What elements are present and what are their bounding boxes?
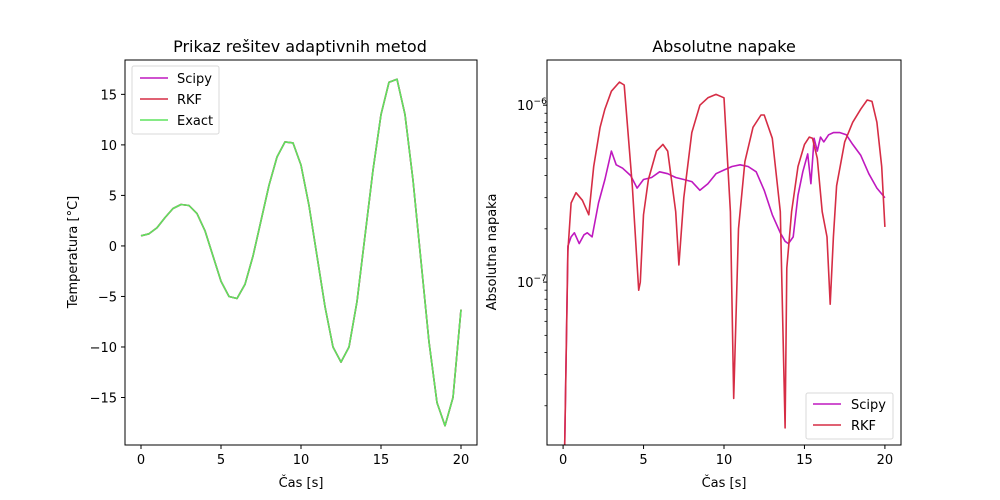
chart1-y-axis: 10−710−6: [517, 97, 547, 407]
chart1-ytick-exponent: −7: [534, 274, 547, 284]
chart1-legend: Scipy RKF: [805, 392, 894, 440]
chart1-legend-label-scipy: Scipy: [851, 398, 886, 413]
chart1-ytick-exponent: −6: [534, 97, 548, 107]
chart0-ytick-label: 15: [100, 88, 117, 103]
chart0-legend-label-scipy: Scipy: [177, 72, 212, 87]
chart0-plot-area: [140, 78, 462, 427]
chart0-ytick-label: −5: [98, 290, 117, 305]
chart1-series-rkf: [563, 81, 886, 446]
chart1-xtick-label: 15: [796, 453, 813, 468]
chart1-xtick-label: 20: [877, 453, 894, 468]
chart1-legend-label-rkf: RKF: [851, 419, 876, 434]
chart1-ytick-base: 10: [517, 99, 534, 114]
chart0-xtick-label: 15: [373, 453, 390, 468]
chart1-title: Absolutne napake: [652, 37, 796, 56]
chart1-ytick-label: 10−6: [517, 97, 547, 114]
chart1-x-axis: 0 5 10 15 20: [559, 445, 893, 468]
chart0-legend: Scipy RKF Exact: [131, 65, 220, 135]
chart0-ytick-label: −10: [90, 341, 117, 356]
chart0-xtick-label: 0: [137, 453, 145, 468]
chart0-ytick-label: 5: [109, 189, 117, 204]
chart0-ytick-label: 10: [100, 139, 117, 154]
chart0-xlabel: Čas [s]: [279, 475, 324, 491]
chart0-x-axis: 0 5 10 15 20: [137, 445, 469, 468]
chart0-series-exact: [140, 78, 462, 427]
chart1-xlabel: Čas [s]: [702, 475, 747, 491]
chart0-title: Prikaz rešitev adaptivnih metod: [173, 37, 427, 56]
chart0-legend-box: [131, 65, 220, 135]
chart-temperature: Prikaz rešitev adaptivnih metod 0 5 10 15 20…: [66, 37, 478, 491]
chart0-y-axis: −15 −10 −5 0 5 10 15: [90, 88, 125, 407]
chart1-plot-area: [563, 81, 886, 446]
chart1-xtick-label: 0: [559, 453, 567, 468]
chart1-ylabel: Absolutna napaka: [485, 194, 500, 311]
chart0-legend-label-rkf: RKF: [177, 93, 202, 108]
chart1-ytick-label: 10−7: [517, 274, 547, 291]
chart0-ytick-label: −15: [90, 392, 117, 407]
chart0-ytick-label: 0: [109, 240, 117, 255]
chart-errors: Absolutne napake 0 5 10 15 20 10−710−6 Čas […: [485, 37, 902, 491]
chart0-xtick-label: 10: [293, 453, 310, 468]
chart1-series-scipy: [563, 131, 886, 446]
chart0-ylabel: Temperatura [°C]: [66, 196, 81, 309]
chart0-legend-label-exact: Exact: [177, 114, 213, 129]
chart0-xtick-label: 20: [453, 453, 470, 468]
chart1-ytick-base: 10: [517, 276, 534, 291]
chart0-xtick-label: 5: [217, 453, 225, 468]
chart1-xtick-label: 10: [716, 453, 733, 468]
chart1-xtick-label: 5: [639, 453, 647, 468]
